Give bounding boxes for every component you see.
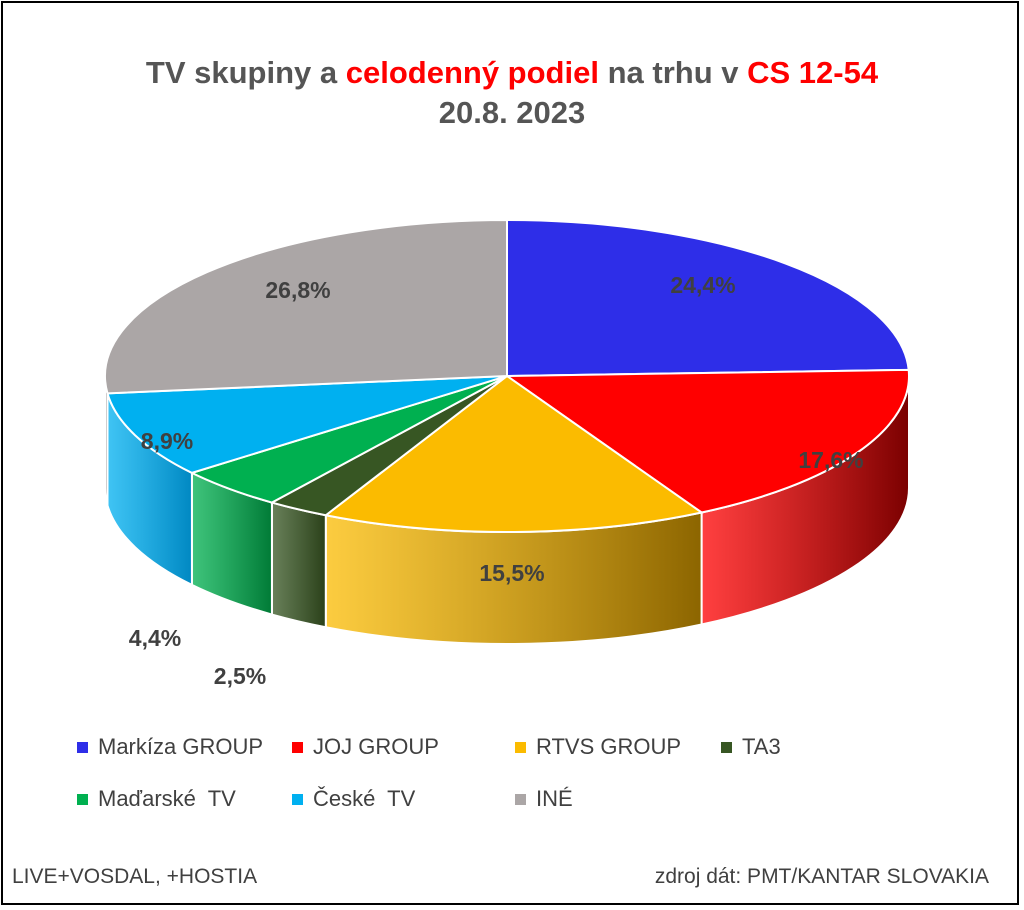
pie-slice-mark-za-group xyxy=(506,218,910,378)
legend-swatch xyxy=(515,741,526,753)
legend-label: RTVS GROUP xyxy=(536,734,682,759)
slice-label: 17,6% xyxy=(798,447,863,473)
legend-swatch xyxy=(292,741,303,753)
legend-item: České TV xyxy=(292,785,415,813)
chart-subtitle: 20.8. 2023 xyxy=(438,95,586,130)
pie-sides xyxy=(104,375,910,645)
pie-slice-rtvs-group xyxy=(323,374,705,533)
slice-label: 4,4% xyxy=(129,625,181,651)
chart-title-line: TV skupiny a celodenný podiel na trhu v … xyxy=(3,53,1021,93)
legend-label: TA3 xyxy=(742,734,781,759)
legend-swatch xyxy=(77,793,88,805)
legend-item: INÉ xyxy=(515,785,573,813)
legend-item: JOJ GROUP xyxy=(292,733,439,761)
slice-label: 2,5% xyxy=(214,663,266,689)
legend-label: JOJ GROUP xyxy=(313,734,439,759)
legend-item: Markíza GROUP xyxy=(77,733,263,761)
legend-label: Markíza GROUP xyxy=(98,734,264,759)
legend-item: Maďarské TV xyxy=(77,785,236,813)
legend-swatch xyxy=(721,741,732,753)
pie-chart: 24,4% 17,6% 15,5% 2,5% 4,4% 8,9% 26,8% xyxy=(104,218,910,689)
legend-swatch xyxy=(515,793,526,805)
slice-label: 24,4% xyxy=(670,272,735,298)
pie-tops xyxy=(104,218,910,533)
slice-label: 26,8% xyxy=(265,277,330,303)
title-part-highlight: celodenný podiel xyxy=(345,55,599,90)
legend-swatch xyxy=(77,741,88,753)
footer-source: zdroj dát: PMT/KANTAR SLOVAKIA xyxy=(654,865,989,888)
legend-label: INÉ xyxy=(536,786,573,811)
pie-side-ta3 xyxy=(270,501,327,629)
pie-slice-joj-group xyxy=(503,368,910,514)
slice-label: 15,5% xyxy=(479,560,544,586)
slice-label: 8,9% xyxy=(141,428,193,454)
footer-note: LIVE+VOSDAL, +HOSTIA xyxy=(12,865,258,888)
pie-slice--esk-tv xyxy=(106,375,508,474)
legend-item: RTVS GROUP xyxy=(515,733,681,761)
legend-item: TA3 xyxy=(721,733,781,761)
legend-swatch xyxy=(292,793,303,805)
legend-label: Maďarské TV xyxy=(98,786,236,811)
chart-title: TV skupiny a celodenný podiel na trhu v … xyxy=(3,53,1021,133)
title-part: na trhu v xyxy=(598,55,748,90)
title-part: TV skupiny a xyxy=(145,55,346,90)
title-part-highlight: CS 12-54 xyxy=(747,55,879,90)
pie-slice-in- xyxy=(104,218,508,395)
legend-label: České TV xyxy=(313,786,416,811)
